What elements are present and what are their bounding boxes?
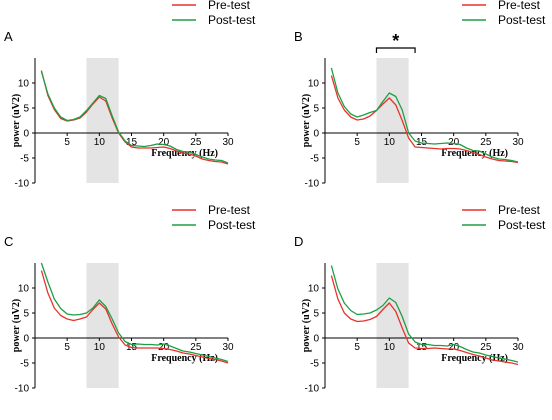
x-tick-label: 25 <box>480 137 492 148</box>
y-tick-label: -5 <box>310 359 319 370</box>
y-tick-label: -10 <box>15 384 30 395</box>
x-tick-label: 10 <box>384 137 396 148</box>
x-tick-label: 30 <box>512 342 524 353</box>
y-tick-label: 10 <box>308 79 320 90</box>
x-tick-label: 30 <box>222 137 234 148</box>
y-tick-label: 10 <box>18 79 30 90</box>
y-tick-label: -10 <box>15 179 30 190</box>
legend-label-post: Post-test <box>498 13 546 27</box>
shaded-band <box>376 58 409 183</box>
y-axis-label: power (uV2) <box>301 94 312 147</box>
x-tick-label: 25 <box>190 342 202 353</box>
y-tick-label: 10 <box>308 284 320 295</box>
x-tick-label: 5 <box>354 342 360 353</box>
y-axis-label: power (uV2) <box>11 299 22 352</box>
legend-label-post: Post-test <box>208 13 256 27</box>
legend-label-pre: Pre-test <box>498 0 541 12</box>
series-line-post-test <box>330 265 519 363</box>
x-tick-label: 20 <box>158 342 170 353</box>
series-line-post-test <box>40 262 229 363</box>
series-line-pre-test <box>40 270 229 364</box>
x-tick-label: 5 <box>64 342 70 353</box>
x-tick-label: 10 <box>94 137 106 148</box>
bracket-line <box>375 47 416 53</box>
x-tick-label: 25 <box>190 137 202 148</box>
y-tick-label: 5 <box>313 104 319 115</box>
x-tick-label: 30 <box>222 342 234 353</box>
x-axis-label: Frequency (Hz) <box>151 353 218 364</box>
x-tick-label: 10 <box>384 342 396 353</box>
x-tick-label: 5 <box>64 137 70 148</box>
y-tick-label: 5 <box>23 309 29 320</box>
x-tick-label: 20 <box>448 342 460 353</box>
y-tick-label: 0 <box>313 334 319 345</box>
y-tick-label: 0 <box>23 129 29 140</box>
x-tick-label: 25 <box>480 342 492 353</box>
y-tick-label: 0 <box>313 129 319 140</box>
y-tick-label: 10 <box>18 284 30 295</box>
shaded-band <box>376 263 409 388</box>
x-tick-label: 20 <box>448 137 460 148</box>
significance-star: * <box>392 31 399 51</box>
y-tick-label: -10 <box>305 179 320 190</box>
x-tick-label: 15 <box>416 342 428 353</box>
y-axis-label: power (uV2) <box>11 94 22 147</box>
significance-bracket: * <box>375 31 416 53</box>
y-axis-label: power (uV2) <box>301 299 312 352</box>
y-tick-label: -5 <box>20 359 29 370</box>
shaded-band <box>86 263 119 388</box>
series-line-post-test <box>330 67 519 163</box>
x-tick-label: 30 <box>512 137 524 148</box>
panel-label: C <box>4 234 13 249</box>
panel-label: A <box>4 29 13 44</box>
y-tick-label: -10 <box>305 384 320 395</box>
legend-label-pre: Pre-test <box>208 203 251 217</box>
x-axis-label: Frequency (Hz) <box>441 353 508 364</box>
series-line-post-test <box>40 71 229 164</box>
legend-label-post: Post-test <box>208 218 256 232</box>
x-tick-label: 10 <box>94 342 106 353</box>
legend-label-pre: Pre-test <box>208 0 251 12</box>
y-tick-label: -5 <box>310 154 319 165</box>
y-tick-label: -5 <box>20 154 29 165</box>
panel-label: D <box>294 234 303 249</box>
x-tick-label: 5 <box>354 137 360 148</box>
legend-label-post: Post-test <box>498 218 546 232</box>
series-line-pre-test <box>330 75 519 164</box>
panel-label: B <box>294 29 303 44</box>
x-tick-label: 15 <box>126 137 138 148</box>
y-tick-label: 5 <box>313 309 319 320</box>
y-tick-label: 0 <box>23 334 29 345</box>
series-line-pre-test <box>330 275 519 366</box>
x-tick-label: 20 <box>158 137 170 148</box>
legend-label-pre: Pre-test <box>498 203 541 217</box>
y-tick-label: 5 <box>23 104 29 115</box>
